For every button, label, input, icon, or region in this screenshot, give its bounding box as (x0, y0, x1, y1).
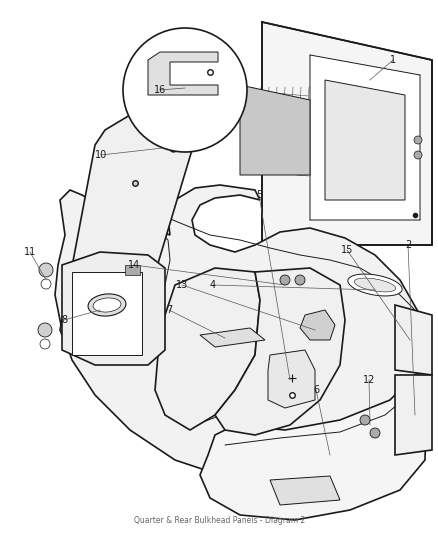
Polygon shape (261, 22, 431, 245)
Polygon shape (394, 375, 431, 455)
Polygon shape (155, 268, 259, 430)
Polygon shape (72, 272, 141, 355)
Polygon shape (200, 340, 427, 520)
Polygon shape (269, 476, 339, 505)
Circle shape (38, 323, 52, 337)
Ellipse shape (353, 278, 395, 292)
Circle shape (294, 275, 304, 285)
Circle shape (279, 275, 290, 285)
Ellipse shape (347, 274, 401, 296)
Text: 8: 8 (61, 315, 67, 325)
Text: 14: 14 (127, 260, 140, 270)
Circle shape (359, 415, 369, 425)
Text: 15: 15 (340, 245, 353, 255)
Circle shape (40, 339, 50, 349)
Polygon shape (60, 115, 194, 350)
Circle shape (369, 428, 379, 438)
Polygon shape (394, 305, 431, 375)
Text: 10: 10 (95, 150, 107, 160)
Text: 16: 16 (154, 85, 166, 95)
Circle shape (413, 136, 421, 144)
Polygon shape (215, 268, 344, 435)
Polygon shape (299, 310, 334, 340)
Text: Quarter & Rear Bulkhead Panels - Diagram 2: Quarter & Rear Bulkhead Panels - Diagram… (134, 516, 304, 525)
Polygon shape (240, 85, 309, 175)
Text: 13: 13 (176, 280, 188, 290)
Text: 12: 12 (362, 375, 374, 385)
Polygon shape (148, 52, 218, 95)
Ellipse shape (93, 298, 121, 312)
Text: 4: 4 (209, 280, 215, 290)
Text: 7: 7 (166, 305, 172, 315)
Polygon shape (55, 185, 427, 480)
Polygon shape (309, 55, 419, 220)
Polygon shape (267, 350, 314, 408)
Text: 5: 5 (255, 190, 261, 200)
Ellipse shape (88, 294, 126, 316)
Circle shape (41, 279, 51, 289)
Text: 2: 2 (404, 240, 410, 250)
Circle shape (413, 151, 421, 159)
Text: 6: 6 (312, 385, 318, 395)
Circle shape (123, 28, 247, 152)
Polygon shape (324, 80, 404, 200)
Polygon shape (125, 265, 140, 275)
Text: 1: 1 (389, 55, 395, 65)
Polygon shape (200, 328, 265, 347)
Polygon shape (62, 252, 165, 365)
Text: 11: 11 (24, 247, 36, 257)
Circle shape (39, 263, 53, 277)
